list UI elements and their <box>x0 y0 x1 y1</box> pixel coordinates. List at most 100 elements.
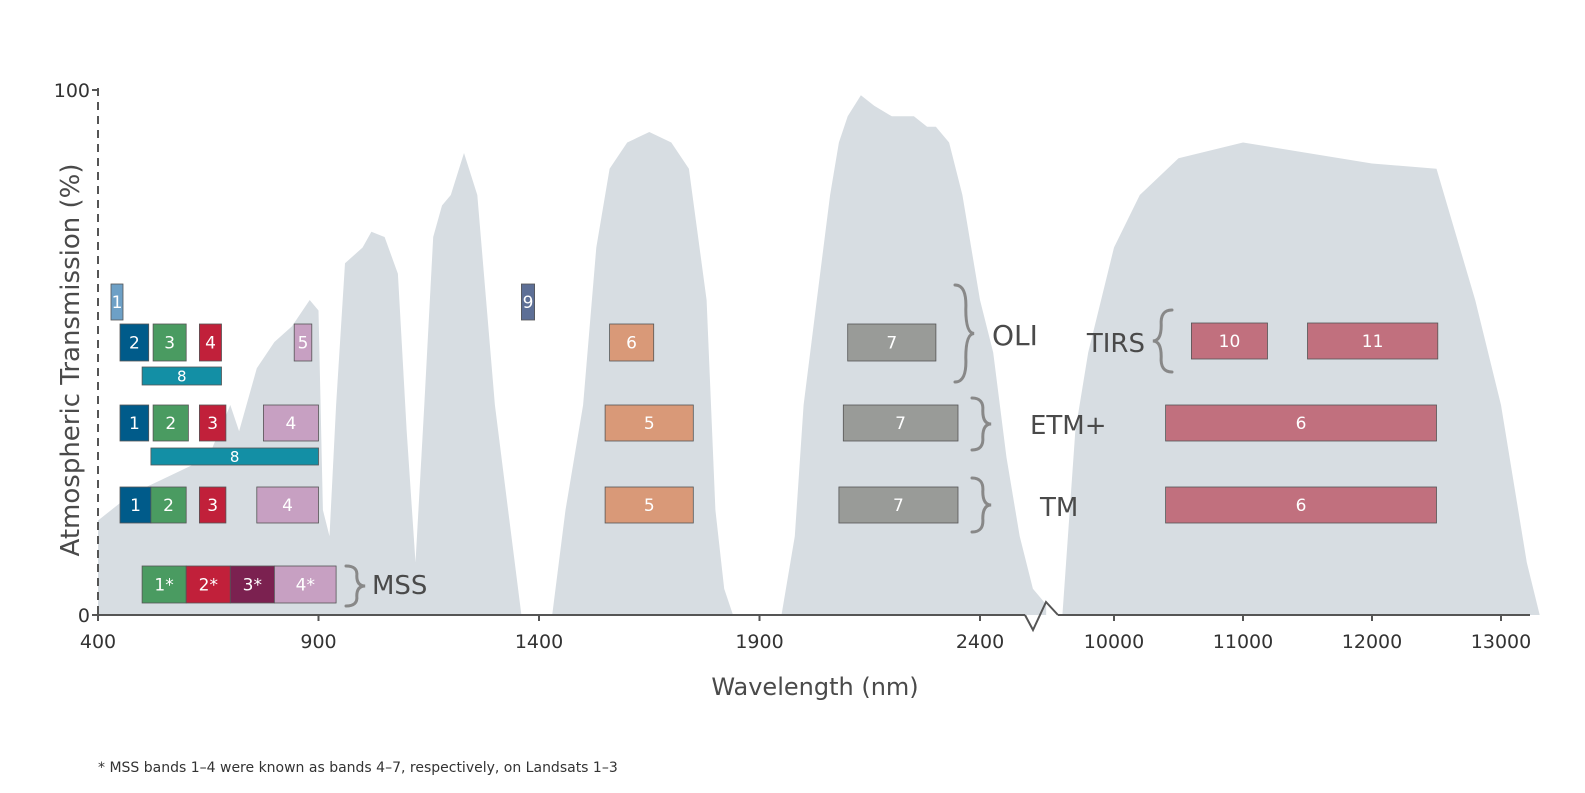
band-label: 2 <box>163 496 174 516</box>
band-tm-2: 2 <box>150 486 187 524</box>
band-label: 7 <box>893 496 904 516</box>
band-label: 9 <box>523 293 534 313</box>
band-tm-4: 4 <box>256 486 319 524</box>
band-bar <box>150 447 319 466</box>
band-etmplus-6: 6 <box>1165 404 1437 442</box>
band-label: 2 <box>165 414 176 434</box>
band-tm-1: 1 <box>119 486 152 524</box>
band-etmplus-2: 2 <box>152 404 189 442</box>
band-tm-6: 6 <box>1165 486 1437 524</box>
band-label: 3 <box>207 414 218 434</box>
band-bar <box>119 404 150 442</box>
x-tick-label: 1900 <box>735 631 783 653</box>
band-label: 1* <box>154 576 173 596</box>
brace-tirs <box>1152 308 1174 374</box>
band-label: 6 <box>626 334 637 354</box>
band-bar <box>198 404 227 442</box>
x-axis-break <box>1024 600 1059 633</box>
band-bar <box>119 323 150 362</box>
x-tick-label: 400 <box>80 631 116 653</box>
band-label: 8 <box>230 448 240 466</box>
band-bar <box>293 323 313 362</box>
y-tick-label: 0 <box>78 605 90 627</box>
band-bar <box>119 486 152 524</box>
transmission-area-thermal <box>1062 142 1540 615</box>
band-label: 5 <box>644 414 655 434</box>
band-label: 7 <box>895 414 906 434</box>
band-bar <box>847 323 937 362</box>
axes <box>97 88 1530 633</box>
band-oli-8: 8 <box>141 366 222 386</box>
band-bar <box>1307 322 1439 360</box>
band-oli-1: 1 <box>110 283 124 321</box>
band-bar <box>1165 404 1437 442</box>
band-bar <box>609 323 655 362</box>
band-mss-4star: 4* <box>273 565 337 604</box>
band-oli-7: 7 <box>847 323 937 362</box>
ticks: 0 100 400 900 1400 1900 2400 10000 11000 12000 130… <box>54 80 1531 653</box>
transmission-area-reflective <box>98 95 1047 616</box>
sensor-label-tm: TM <box>1039 493 1078 523</box>
x-tick-label: 1400 <box>515 631 563 653</box>
band-etmplus-4: 4 <box>262 404 319 442</box>
y-tick-label: 100 <box>54 80 90 102</box>
x-tick-label: 12000 <box>1342 631 1402 653</box>
band-bar <box>273 565 337 604</box>
band-bar <box>141 565 187 604</box>
footnote: * MSS bands 1–4 were known as bands 4–7,… <box>98 760 618 776</box>
brace-tm <box>970 476 992 534</box>
band-tirs-10: 10 <box>1191 322 1268 360</box>
band-label: 1 <box>112 293 123 313</box>
band-oli-6: 6 <box>609 323 655 362</box>
x-tick-label: 900 <box>300 631 336 653</box>
band-label: 4 <box>285 414 296 434</box>
x-axis-label: Wavelength (nm) <box>711 673 918 701</box>
band-label: 4 <box>282 496 293 516</box>
band-label: 5 <box>298 334 309 354</box>
band-label: 6 <box>1296 414 1307 434</box>
band-bar <box>110 283 124 321</box>
band-label: 1 <box>129 414 140 434</box>
band-oli-2: 2 <box>119 323 150 362</box>
brace-mss <box>344 564 366 608</box>
band-label: 2* <box>199 576 218 596</box>
x-tick-label: 10000 <box>1084 631 1144 653</box>
band-mss-1star: 1* <box>141 565 187 604</box>
band-bar <box>198 486 227 524</box>
band-etmplus-3: 3 <box>198 404 227 442</box>
band-oli-4: 4 <box>198 323 222 362</box>
band-label: 11 <box>1362 332 1384 352</box>
band-bar <box>185 565 231 604</box>
sensor-label-tirs: TIRS <box>1086 329 1145 359</box>
band-bar <box>152 323 187 362</box>
band-bar <box>198 323 222 362</box>
band-bar <box>262 404 319 442</box>
band-bar <box>1191 322 1268 360</box>
band-bar <box>1165 486 1437 524</box>
band-label: 3 <box>207 496 218 516</box>
band-tirs-11: 11 <box>1307 322 1439 360</box>
y-axis-label: Atmospheric Transmission (%) <box>56 164 86 557</box>
band-oli-9: 9 <box>521 283 536 321</box>
band-tm-7: 7 <box>838 486 959 524</box>
band-label: 4* <box>296 576 315 596</box>
band-etmplus-5: 5 <box>604 404 694 442</box>
band-oli-3: 3 <box>152 323 187 362</box>
band-bar <box>842 404 959 442</box>
x-tick-label: 2400 <box>956 631 1004 653</box>
band-label: 8 <box>177 367 187 385</box>
band-label: 5 <box>644 496 655 516</box>
band-bar <box>152 404 189 442</box>
band-bar <box>141 366 222 386</box>
band-bar <box>229 565 275 604</box>
band-label: 10 <box>1219 332 1241 352</box>
band-label: 4 <box>205 334 216 354</box>
band-label: 6 <box>1296 496 1307 516</box>
x-tick-label: 11000 <box>1213 631 1273 653</box>
brace-etmplus <box>970 396 992 452</box>
band-bar <box>604 404 694 442</box>
brace-oli <box>953 283 975 384</box>
band-label: 3 <box>164 334 175 354</box>
sensor-label-oli: OLI <box>992 319 1038 352</box>
